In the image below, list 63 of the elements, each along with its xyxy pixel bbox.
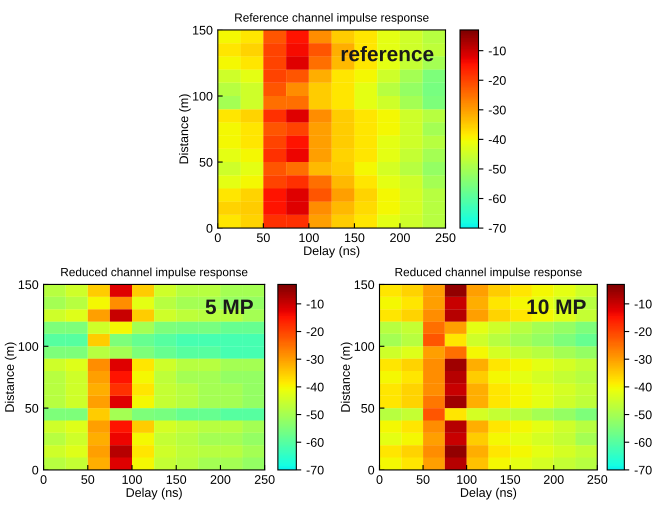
- y-tick-label: 0: [206, 224, 212, 233]
- y-tick-label: 50: [25, 404, 38, 413]
- y-tick-label: 150: [354, 280, 374, 290]
- color-bar-label: -60: [306, 438, 324, 447]
- color-bar-label: -10: [634, 300, 652, 309]
- x-tick-label: 0: [214, 233, 221, 242]
- y-tick-label: 0: [32, 466, 38, 475]
- color-bar-label: -60: [634, 438, 652, 447]
- x-tick-label: 150: [344, 233, 364, 242]
- x-tick-label: 50: [256, 233, 270, 242]
- chart-title: Reference channel impulse response: [235, 13, 429, 24]
- annotation: 10 MP: [528, 299, 586, 314]
- x-tick-label: 50: [416, 475, 430, 484]
- y-tick-label: 150: [18, 280, 38, 290]
- x-tick-label: 50: [81, 475, 94, 484]
- y-axis-title: Distance (m): [340, 342, 352, 412]
- color-bar-label: -50: [306, 410, 324, 420]
- color-bar-label: -30: [488, 106, 506, 114]
- annotation: 5 MP: [206, 300, 253, 314]
- y-tick-label: 100: [193, 92, 212, 101]
- color-bar-label: -20: [306, 327, 324, 336]
- color-bar-label: -40: [634, 382, 652, 392]
- x-tick-label: 250: [254, 475, 275, 484]
- color-bar-label: -30: [306, 355, 324, 364]
- color-bar-label: -40: [488, 135, 506, 144]
- y-tick-label: 100: [18, 342, 38, 351]
- x-tick-label: 200: [544, 475, 564, 484]
- color-bar-label: -10: [488, 46, 506, 56]
- y-tick-label: 100: [354, 342, 374, 351]
- color-bar-label: -70: [634, 466, 652, 475]
- color-bar-label: -60: [488, 194, 506, 204]
- x-axis-title: Delay (ns): [460, 488, 516, 500]
- x-tick-label: 200: [210, 475, 230, 484]
- y-tick-label: 50: [200, 158, 212, 167]
- x-tick-label: 0: [376, 475, 382, 484]
- y-tick-label: 50: [361, 404, 374, 413]
- x-tick-label: 250: [588, 475, 608, 484]
- color-bar-label: -40: [306, 382, 324, 392]
- y-tick-label: 0: [368, 466, 374, 475]
- x-axis-title: Delay (ns): [126, 488, 182, 500]
- color-bar-label: -70: [488, 224, 506, 233]
- y-axis-title: Distance (m): [179, 94, 191, 164]
- x-tick-label: 100: [122, 475, 142, 484]
- y-axis-title: Distance (m): [4, 342, 16, 412]
- color-bar-label: -50: [634, 410, 652, 420]
- color-bar-label: -30: [634, 355, 652, 364]
- y-tick-label: 150: [193, 26, 212, 35]
- x-tick-label: 250: [436, 233, 456, 242]
- x-tick-label: 200: [390, 233, 410, 242]
- x-tick-label: 100: [457, 475, 477, 484]
- x-axis-title: Delay (ns): [304, 246, 360, 258]
- x-tick-label: 150: [500, 475, 520, 484]
- x-tick-label: 100: [299, 233, 319, 242]
- color-bar-label: -50: [488, 164, 506, 174]
- color-bar-label: -20: [634, 327, 652, 336]
- color-bar-label: -10: [306, 300, 324, 309]
- color-bar-label: -70: [306, 466, 324, 475]
- chart-title: Reduced channel impulse response: [396, 268, 582, 279]
- chart-title: Reduced channel impulse response: [61, 268, 248, 279]
- annotation: reference: [342, 46, 434, 62]
- x-tick-label: 150: [166, 475, 186, 484]
- x-tick-label: 0: [40, 475, 47, 484]
- color-bar-label: -20: [488, 76, 506, 85]
